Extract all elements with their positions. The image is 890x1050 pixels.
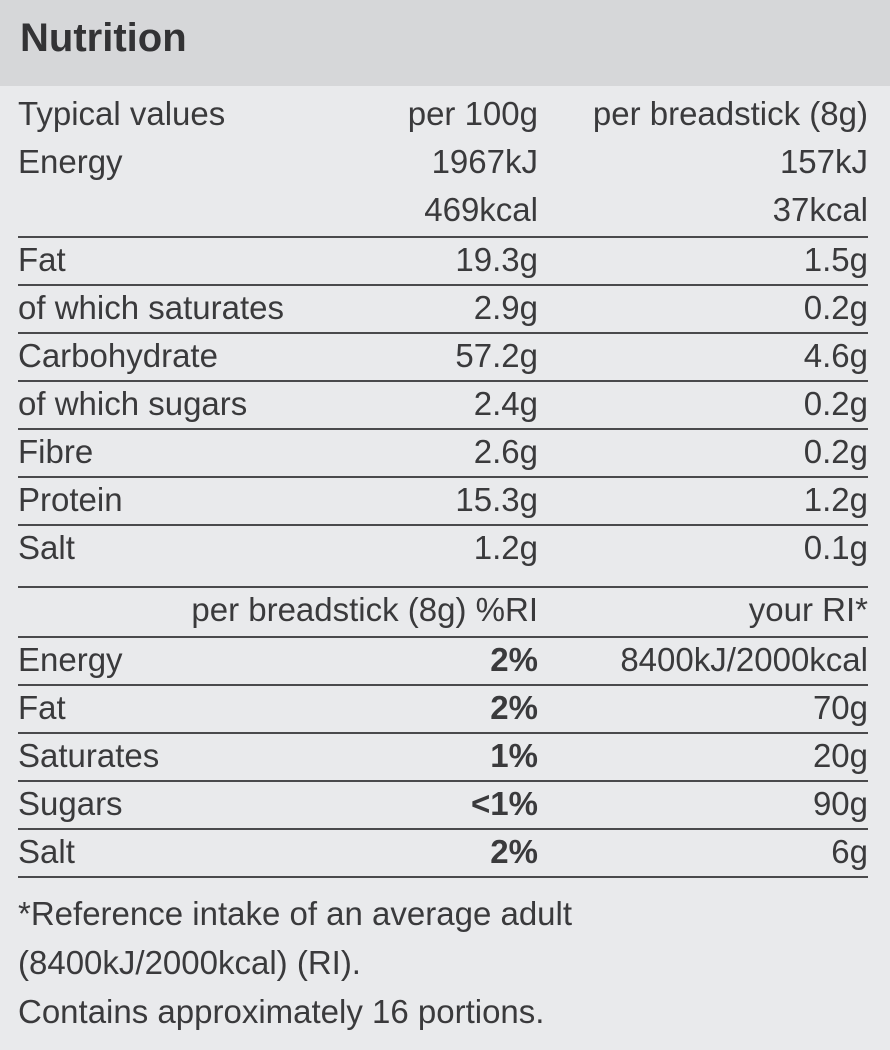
energy-kj-stick: 157kJ [779,143,868,180]
ri-value: 8400kJ/2000kcal [620,641,868,678]
nutrient-per-stick: 0.2g [803,289,868,326]
nutrient-per-100g: 2.4g [473,385,538,422]
energy-kj-100g: 1967kJ [431,143,538,180]
nutrient-label: of which sugars [18,385,248,422]
table-row: of which saturates 2.9g 0.2g [18,284,868,330]
nutrient-per-stick: 0.2g [803,385,868,422]
ri-header-your-ri: your RI* [748,591,868,628]
table-row: Carbohydrate 57.2g 4.6g [18,332,868,378]
nutrient-per-stick: 0.1g [803,529,868,566]
ri-row: Saturates 1% 20g [18,732,868,778]
nutrient-per-100g: 1.2g [473,529,538,566]
ri-value: 90g [812,785,868,822]
table-header-row: Typical values per 100g per breadstick (… [18,92,868,136]
nutrient-per-100g: 2.6g [473,433,538,470]
nutrient-label: Fibre [18,433,94,470]
ri-percent: 2% [490,833,538,870]
nutrient-label: Fat [18,241,66,278]
ri-percent: 2% [490,641,538,678]
footnote-line: *Reference intake of an average adult [18,895,573,932]
nutrient-per-stick: 1.2g [803,481,868,518]
energy-kcal-row: 469kcal 37kcal [18,188,868,232]
ri-value: 20g [812,737,868,774]
energy-kcal-100g: 469kcal [424,191,538,228]
ri-row: Fat 2% 70g [18,684,868,730]
ri-row: Sugars <1% 90g [18,780,868,826]
ri-percent: 2% [490,689,538,726]
ri-header-row: per breadstick (8g) %RI your RI* [18,586,868,632]
header-per-100g: per 100g [407,95,538,132]
ri-row: Energy 2% 8400kJ/2000kcal [18,636,868,682]
nutrient-label: Carbohydrate [18,337,218,374]
ri-percent: 1% [490,737,538,774]
ri-value: 6g [831,833,868,870]
nutrient-per-100g: 15.3g [455,481,538,518]
table-bottom-rule [18,876,868,878]
header-label: Typical values [18,95,226,132]
table-row: Fat 19.3g 1.5g [18,236,868,282]
portions-note: Contains approximately 16 portions. [18,993,545,1030]
ri-header-percent: per breadstick (8g) %RI [191,591,538,628]
energy-kcal-stick: 37kcal [772,191,868,228]
ri-label: Salt [18,833,75,870]
nutrient-per-stick: 1.5g [803,241,868,278]
nutrient-per-100g: 57.2g [455,337,538,374]
header-per-breadstick: per breadstick (8g) [592,95,868,132]
nutrient-label: Protein [18,481,123,518]
ri-row: Salt 2% 6g [18,828,868,874]
footnote-line: (8400kJ/2000kcal) (RI). [18,944,361,981]
nutrient-label: of which saturates [18,289,284,326]
ri-label: Energy [18,641,123,678]
table-row: Fibre 2.6g 0.2g [18,428,868,474]
nutrient-per-100g: 2.9g [473,289,538,326]
nutrient-per-stick: 4.6g [803,337,868,374]
energy-label: Energy [18,143,123,180]
page-title: Nutrition [20,16,187,60]
table-row: Salt 1.2g 0.1g [18,524,868,570]
nutrient-per-stick: 0.2g [803,433,868,470]
table-row: Protein 15.3g 1.2g [18,476,868,522]
energy-row: Energy 1967kJ 157kJ [18,140,868,184]
title-band [0,0,890,86]
ri-label: Fat [18,689,66,726]
ri-label: Sugars [18,785,123,822]
ri-label: Saturates [18,737,160,774]
ri-value: 70g [812,689,868,726]
nutrient-label: Salt [18,529,75,566]
table-row: of which sugars 2.4g 0.2g [18,380,868,426]
ri-percent: <1% [471,785,538,822]
nutrient-per-100g: 19.3g [455,241,538,278]
